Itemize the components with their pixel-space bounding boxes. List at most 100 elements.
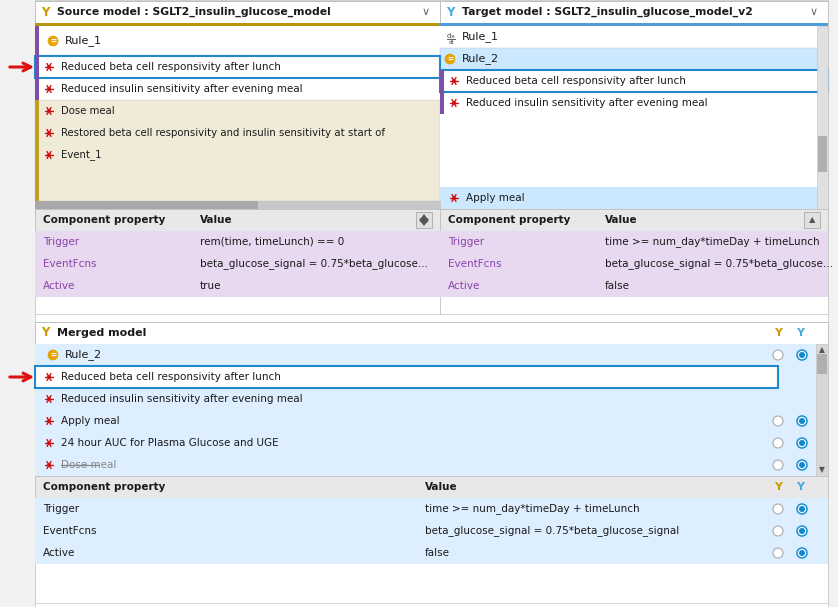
Bar xyxy=(35,344,828,366)
Text: Target model : SGLT2_insulin_glucose_model_v2: Target model : SGLT2_insulin_glucose_mod… xyxy=(462,7,753,17)
Circle shape xyxy=(799,506,805,512)
Text: Event_1: Event_1 xyxy=(61,149,101,160)
Bar xyxy=(440,253,828,275)
Bar xyxy=(440,70,444,92)
Text: true: true xyxy=(200,281,221,291)
Circle shape xyxy=(799,528,805,534)
Bar xyxy=(804,212,820,228)
Bar xyxy=(440,275,828,297)
Text: dt: dt xyxy=(449,39,455,44)
Text: rem(time, timeLunch) == 0: rem(time, timeLunch) == 0 xyxy=(200,237,344,247)
Circle shape xyxy=(797,526,807,536)
Text: Dose meal: Dose meal xyxy=(61,460,116,470)
Circle shape xyxy=(48,154,50,156)
Circle shape xyxy=(48,350,58,360)
Circle shape xyxy=(453,197,455,199)
Text: Reduced beta cell responsivity after lunch: Reduced beta cell responsivity after lun… xyxy=(61,372,281,382)
Text: Trigger: Trigger xyxy=(43,504,79,514)
Bar xyxy=(35,410,828,432)
Bar xyxy=(416,212,432,228)
Bar xyxy=(35,209,440,231)
Text: time >= num_day*timeDay + timeLunch: time >= num_day*timeDay + timeLunch xyxy=(425,504,639,515)
Circle shape xyxy=(797,438,807,448)
Text: beta_glucose_signal = 0.75*beta_glucose_signal: beta_glucose_signal = 0.75*beta_glucose_… xyxy=(425,526,680,537)
Circle shape xyxy=(799,418,805,424)
Text: ▲: ▲ xyxy=(809,215,815,225)
Text: ▲: ▲ xyxy=(819,345,825,354)
Bar xyxy=(440,48,828,70)
Text: beta_glucose_signal = 0.75*beta_glucose...: beta_glucose_signal = 0.75*beta_glucose.… xyxy=(200,259,428,270)
Text: Rule_1: Rule_1 xyxy=(65,36,102,47)
Text: Active: Active xyxy=(448,281,480,291)
Bar xyxy=(440,209,828,231)
Text: Y: Y xyxy=(41,5,49,18)
Circle shape xyxy=(453,80,455,82)
Bar xyxy=(35,520,828,542)
Text: Y: Y xyxy=(796,482,804,492)
Bar xyxy=(35,231,440,253)
Text: Y: Y xyxy=(446,5,454,18)
Bar xyxy=(35,1,440,23)
Bar xyxy=(35,476,828,498)
Text: Merged model: Merged model xyxy=(57,328,147,338)
Bar xyxy=(35,498,828,520)
Bar xyxy=(35,26,39,201)
Bar xyxy=(35,344,828,476)
Bar xyxy=(440,231,828,253)
Bar xyxy=(35,322,828,344)
Text: Dose meal: Dose meal xyxy=(61,106,115,116)
Text: Component property: Component property xyxy=(43,215,165,225)
Circle shape xyxy=(799,352,805,358)
Bar xyxy=(35,100,440,201)
Circle shape xyxy=(773,548,783,558)
Text: Reduced insulin sensitivity after evening meal: Reduced insulin sensitivity after evenin… xyxy=(61,84,303,94)
Circle shape xyxy=(773,350,783,360)
Circle shape xyxy=(48,420,50,422)
Bar xyxy=(440,209,828,314)
Bar xyxy=(35,26,440,56)
Text: ▼: ▼ xyxy=(819,466,825,475)
Bar xyxy=(35,78,440,100)
Text: Trigger: Trigger xyxy=(43,237,79,247)
Text: Value: Value xyxy=(605,215,638,225)
Polygon shape xyxy=(420,219,428,225)
Text: Value: Value xyxy=(425,482,458,492)
Circle shape xyxy=(445,54,455,64)
Bar xyxy=(35,454,828,476)
Circle shape xyxy=(773,460,783,470)
Text: ∨: ∨ xyxy=(422,7,430,17)
Text: ∨: ∨ xyxy=(810,7,818,17)
Bar xyxy=(440,92,444,114)
Circle shape xyxy=(48,88,50,90)
Circle shape xyxy=(48,132,50,134)
Bar xyxy=(35,201,258,209)
Text: Value: Value xyxy=(200,215,233,225)
Text: Reduced insulin sensitivity after evening meal: Reduced insulin sensitivity after evenin… xyxy=(466,98,707,108)
Text: false: false xyxy=(605,281,630,291)
Text: 24 hour AUC for Plasma Glucose and UGE: 24 hour AUC for Plasma Glucose and UGE xyxy=(61,438,278,448)
Text: ▲: ▲ xyxy=(421,215,427,225)
Text: Rule_2: Rule_2 xyxy=(462,53,499,64)
Text: Component property: Component property xyxy=(448,215,571,225)
Circle shape xyxy=(797,460,807,470)
Text: false: false xyxy=(425,548,450,558)
Bar xyxy=(818,136,827,172)
Bar xyxy=(35,201,440,209)
Text: Rule_2: Rule_2 xyxy=(65,350,102,361)
Text: Apply meal: Apply meal xyxy=(61,416,120,426)
Bar xyxy=(35,56,440,78)
Circle shape xyxy=(797,416,807,426)
Text: Apply meal: Apply meal xyxy=(466,193,525,203)
Bar xyxy=(35,209,440,314)
Bar xyxy=(35,26,440,201)
Bar xyxy=(440,1,828,23)
Text: Source model : SGLT2_insulin_glucose_model: Source model : SGLT2_insulin_glucose_mod… xyxy=(57,7,331,17)
Text: Y: Y xyxy=(41,327,49,339)
Circle shape xyxy=(799,440,805,446)
Text: Reduced beta cell responsivity after lunch: Reduced beta cell responsivity after lun… xyxy=(466,76,685,86)
Bar xyxy=(440,26,828,48)
Text: Restored beta cell responsivity and insulin sensitivity at start of: Restored beta cell responsivity and insu… xyxy=(61,128,385,138)
Text: Reduced insulin sensitivity after evening meal: Reduced insulin sensitivity after evenin… xyxy=(61,394,303,404)
Text: EventFcns: EventFcns xyxy=(43,526,96,536)
Text: Y: Y xyxy=(774,482,782,492)
